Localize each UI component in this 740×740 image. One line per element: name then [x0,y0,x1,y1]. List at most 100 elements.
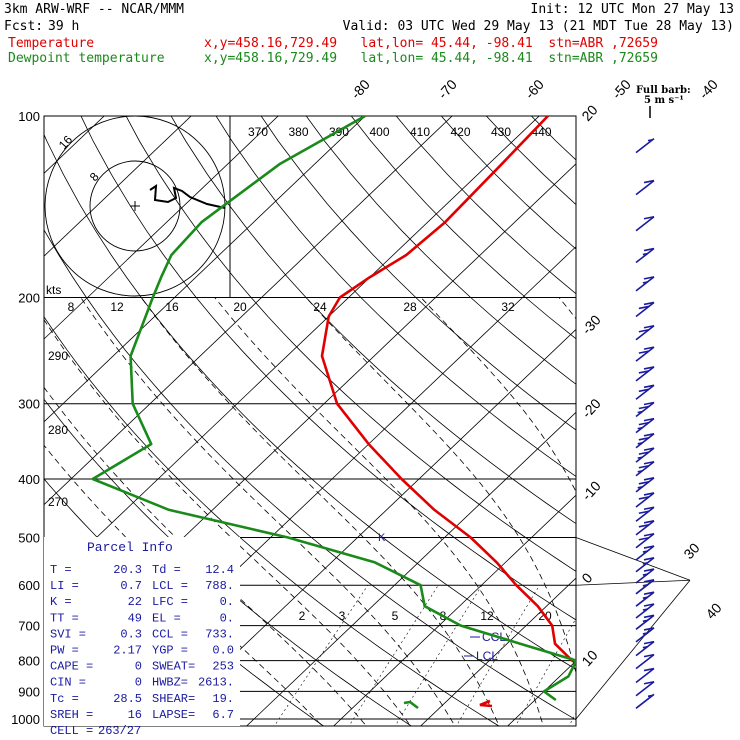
wind-barb-staff [635,693,655,709]
parcel-info-value: 0.7 [120,579,142,593]
hodograph-speed-label: 16 [165,300,179,314]
wind-barb-flag [638,536,650,541]
dry-adiabat-line [44,133,576,670]
wind-barb-flag [638,350,650,354]
barb-legend-unit: 5 m s⁻¹ [644,95,684,106]
init-time: Init: 12 UTC Mon 27 May 13 [530,2,735,17]
wind-barb-flag [643,433,655,437]
parcel-info-background [44,537,240,726]
wind-barb-flag [643,215,655,220]
theta-tick-label: 430 [491,125,511,139]
wind-barb-staff [635,579,655,595]
wind-barb-half-flag [637,426,643,430]
wind-barb-staff [635,137,655,154]
parcel-info-label: LCL = [152,579,188,593]
wind-barb-flag [643,324,655,329]
wind-barb-half-flag [642,596,649,599]
wind-barb-staff [635,276,655,292]
wind-barb-flag [643,247,655,252]
parcel-info-label: CELL = [50,724,93,738]
wind-barb-staff [635,627,655,643]
parcel-info-value: 19. [212,692,234,706]
theta-tick-label: 380 [288,125,308,139]
parcel-info-value: 0 [135,660,142,674]
parcel-info-value: 788. [205,579,234,593]
forecast-hour: 39 h [48,19,80,34]
isotherm-tick-label: -60 [521,76,547,102]
sounding-series [91,116,576,710]
moist-adiabat-line [44,444,323,726]
wind-barb-half-flag [647,138,654,142]
temperature-profile-hook [479,699,493,708]
wind-barb-staff [635,461,655,477]
hodograph-ring-label: 8 [87,169,102,184]
parcel-info-value: 20.3 [113,563,142,577]
wind-barb-flag [643,591,655,595]
dry-adiabat-line [485,116,576,206]
isotherm-tick-label: -30 [578,312,604,338]
moist-adiabat-line [140,297,500,726]
isotherm-tick-label: -70 [434,76,460,102]
isotherm-line [44,116,453,506]
wind-barb-half-flag [642,584,649,587]
parcel-info-value: 0.3 [120,627,142,641]
wind-barb-half-flag [637,486,643,489]
pressure-tick-label: 800 [18,654,40,669]
parcel-info-value: 0.0 [212,644,234,658]
wind-barb-flag [643,506,655,511]
isotherm-tick-label: -50 [608,76,634,102]
parcel-info-label: LFC = [152,595,188,609]
wind-barb-staff [635,681,655,697]
model-title: 3km ARW-WRF -- NCAR/MMM [4,2,185,17]
isotherm-line [44,116,279,340]
wind-barb-flag [643,179,655,184]
wind-barb-flag [643,401,655,406]
parcel-info-label: Td = [152,563,181,577]
wind-barb-staff [635,216,655,232]
wind-barb-half-flag [642,619,649,623]
parcel-info-label: SWEAT= [152,660,195,674]
theta-tick-label: 440 [531,125,551,139]
valid-time: Valid: 03 UTC Wed 29 May 13 (21 MDT Tue … [342,19,734,34]
wind-barb-flag [638,524,650,528]
wind-barb-staff [635,366,655,382]
wind-barb-staff [635,568,655,584]
wind-barb-half-flag [642,608,649,611]
isotherm-line [333,494,576,726]
parcel-info-value: 12.4 [205,563,234,577]
wind-barb-staff [635,653,655,670]
wind-barb-flag [638,305,650,310]
hodograph-speed-label: 8 [68,300,75,314]
parcel-info-label: LI = [50,579,79,593]
wind-barb-staff [635,614,655,630]
dry-adiabat-line [44,316,500,726]
wind-barb-flag [643,627,655,631]
pressure-tick-label: 500 [18,530,40,545]
wind-barb-flag [643,579,655,583]
wind-barb-flag [638,481,650,485]
parcel-info-value: 0. [220,611,234,625]
hodograph-units-label: kts [46,283,61,297]
parcel-info-value: 16 [128,708,142,722]
moist-adiabat-line [697,298,731,732]
wind-barb-staff [635,325,655,341]
moist-adiabat-line [80,297,456,726]
theta-tick-label: 290 [48,349,68,363]
wind-barb-flag [643,460,655,465]
pressure-tick-label: 700 [18,619,40,634]
isotherm-tick-label: -10 [578,478,604,504]
dry-adiabat-line [607,103,740,730]
dry-adiabat-line [305,116,576,385]
frame-extension-line [575,579,691,720]
wind-barb-flag [638,451,650,455]
hodograph-speed-label: 20 [233,300,247,314]
wind-barb-staff [635,401,655,418]
frame-extension-line [575,579,691,586]
dry-adiabat-line [215,116,576,477]
temperature-legend: Temperature [8,36,95,51]
wind-barb-half-flag [647,694,654,698]
moist-adiabat-line [420,297,576,493]
wind-barb-flag [643,667,655,672]
dry-adiabat-line [170,116,576,525]
